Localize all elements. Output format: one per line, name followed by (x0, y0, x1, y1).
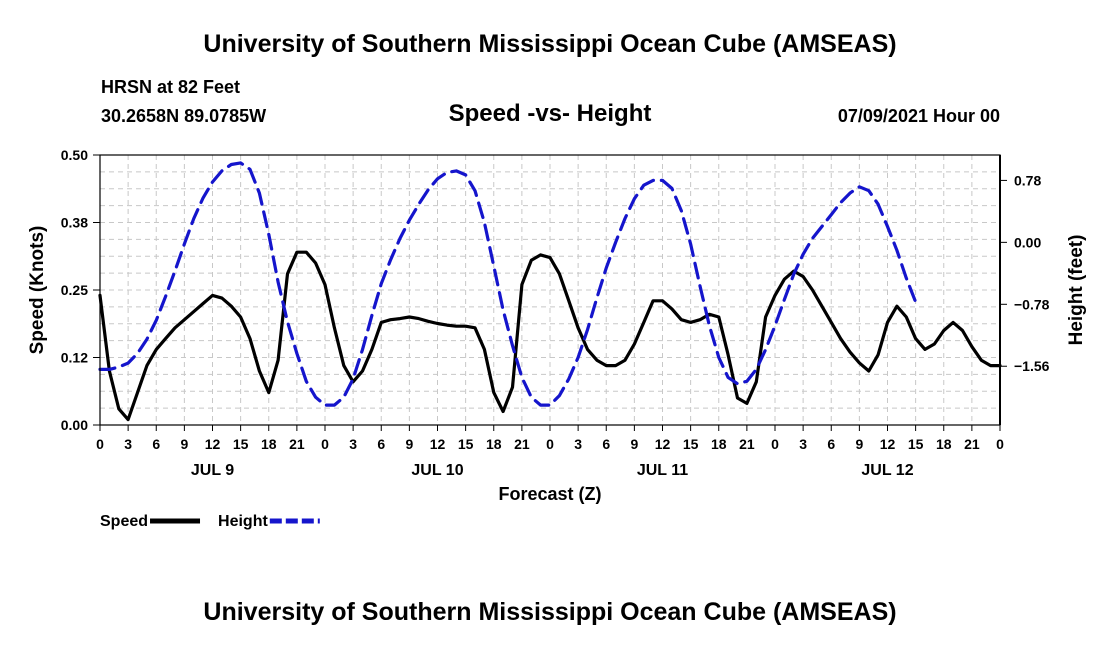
legend-label: Height (218, 513, 268, 530)
y2-tick-label: −0.78 (1014, 296, 1050, 312)
x-tick-label: 18 (486, 436, 502, 452)
axis-labels: 0.00 0.12 0.25 0.38 0.50 0.78 0.00 −0.78 −1.56 0 3… (61, 147, 1050, 479)
x-tick-label: 21 (289, 436, 305, 452)
x-tick-label: 15 (683, 436, 699, 452)
x-tick-label: 18 (936, 436, 952, 452)
x-tick-label: 15 (458, 436, 474, 452)
x-tick-label: 0 (996, 436, 1004, 452)
x-tick-label: 15 (233, 436, 249, 452)
x-tick-label: 3 (349, 436, 357, 452)
day-label: JUL 9 (191, 462, 234, 479)
forecast-date-label: 07/09/2021 Hour 00 (837, 106, 1000, 126)
x-tick-label: 6 (602, 436, 610, 452)
y-tick-label: 0.38 (61, 215, 88, 231)
x-tick-label: 12 (430, 436, 446, 452)
y2-tick-label: 0.78 (1014, 172, 1041, 188)
x-tick-label: 18 (261, 436, 277, 452)
x-tick-label: 0 (321, 436, 329, 452)
x-tick-label: 15 (908, 436, 924, 452)
y-tick-label: 0.00 (61, 417, 88, 433)
coordinates-label: 30.2658N 89.0785W (101, 106, 267, 126)
x-tick-label: 6 (152, 436, 160, 452)
page-title: University of Southern Mississippi Ocean… (203, 30, 897, 58)
day-label: JUL 10 (411, 462, 463, 479)
y-tick-label: 0.50 (61, 147, 88, 163)
x-tick-label: 6 (377, 436, 385, 452)
x-tick-label: 12 (205, 436, 221, 452)
legend-label: Speed (100, 513, 148, 530)
x-tick-label: 21 (739, 436, 755, 452)
x-tick-label: 9 (630, 436, 638, 452)
x-tick-label: 3 (799, 436, 807, 452)
y-axis-title: Speed (Knots) (27, 226, 48, 355)
x-tick-label: 3 (124, 436, 132, 452)
series-lines (98, 161, 1002, 422)
x-axis-title: Forecast (Z) (498, 484, 601, 504)
day-label: JUL 12 (861, 462, 913, 479)
day-label: JUL 11 (637, 462, 688, 479)
x-tick-label: 0 (96, 436, 104, 452)
x-tick-label: 9 (405, 436, 413, 452)
x-tick-label: 12 (655, 436, 671, 452)
axis-ticks (93, 154, 1007, 431)
footer-title: University of Southern Mississippi Ocean… (203, 598, 897, 626)
y2-axis-title: Height (feet) (1066, 235, 1087, 346)
chart-title: Speed -vs- Height (448, 100, 652, 127)
x-tick-label: 9 (180, 436, 188, 452)
x-tick-label: 21 (514, 436, 530, 452)
series-line-speed (98, 250, 1002, 422)
x-tick-label: 0 (771, 436, 779, 452)
station-label: HRSN at 82 Feet (101, 77, 241, 97)
x-tick-label: 18 (711, 436, 727, 452)
x-tick-label: 6 (827, 436, 835, 452)
series-line-height (98, 161, 918, 407)
y2-tick-label: −1.56 (1014, 358, 1050, 374)
y2-tick-label: 0.00 (1014, 234, 1041, 250)
legend: Speed Height (100, 513, 320, 530)
x-tick-label: 0 (546, 436, 554, 452)
x-tick-label: 3 (574, 436, 582, 452)
grid-lines (100, 155, 1000, 425)
x-tick-label: 21 (964, 436, 980, 452)
x-tick-label: 9 (855, 436, 863, 452)
y-tick-label: 0.25 (61, 282, 88, 298)
y-tick-label: 0.12 (61, 350, 88, 366)
x-tick-label: 12 (880, 436, 896, 452)
